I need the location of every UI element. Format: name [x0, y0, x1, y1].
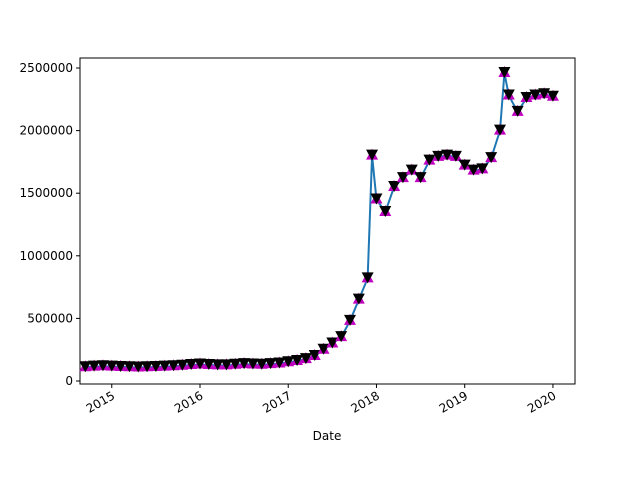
down-marker — [520, 92, 533, 104]
down-marker — [335, 331, 348, 343]
down-marker — [246, 358, 259, 370]
x-tick-label: 2020 — [525, 388, 558, 415]
down-marker — [299, 353, 312, 365]
down-marker — [326, 337, 339, 349]
down-marker — [502, 89, 515, 101]
y-tick-label: 500000 — [27, 311, 73, 325]
x-tick-label: 2015 — [84, 388, 117, 415]
down-marker — [317, 343, 330, 355]
y-tick-label: 0 — [65, 374, 73, 388]
down-marker — [414, 172, 427, 184]
down-marker — [388, 180, 401, 192]
down-marker — [498, 67, 511, 79]
down-marker — [264, 358, 277, 370]
y-tick-label: 1000000 — [20, 249, 73, 263]
down-marker — [405, 164, 418, 176]
down-marker — [167, 360, 180, 372]
down-marker — [458, 159, 471, 171]
down-marker — [273, 357, 286, 369]
down-marker — [211, 359, 224, 371]
y-tick-label: 1500000 — [20, 186, 73, 200]
down-marker — [185, 358, 198, 370]
down-marker — [202, 358, 215, 370]
down-marker — [366, 149, 379, 161]
down-marker — [282, 356, 295, 368]
down-marker — [396, 172, 409, 184]
x-tick-label: 2017 — [260, 388, 293, 415]
down-marker — [449, 150, 462, 162]
down-marker — [476, 163, 489, 175]
down-marker — [176, 359, 189, 371]
down-marker — [467, 164, 480, 176]
down-marker — [485, 152, 498, 164]
down-marker — [308, 349, 321, 361]
down-marker — [141, 361, 154, 373]
down-marker — [88, 360, 101, 372]
down-marker — [238, 358, 251, 370]
down-marker — [511, 105, 524, 117]
y-tick-label: 2000000 — [20, 124, 73, 138]
down-marker — [370, 193, 383, 205]
down-marker — [114, 360, 127, 372]
down-marker — [220, 359, 233, 371]
x-tick-label: 2019 — [437, 388, 470, 415]
x-tick-label: 2018 — [349, 388, 382, 415]
down-marker — [291, 354, 304, 366]
down-marker — [105, 360, 118, 372]
down-marker — [158, 360, 171, 372]
down-marker — [255, 358, 268, 370]
down-marker — [361, 272, 374, 284]
down-marker — [229, 358, 242, 370]
down-marker — [546, 90, 559, 102]
down-marker — [149, 360, 162, 372]
down-marker — [379, 205, 392, 217]
down-marker — [494, 124, 506, 136]
x-axis-label: Date — [313, 429, 342, 443]
x-tick-label: 2016 — [172, 388, 205, 415]
plot-frame — [79, 57, 576, 385]
down-marker — [96, 360, 109, 372]
down-marker — [123, 361, 136, 373]
down-marker — [441, 149, 454, 161]
down-marker — [529, 89, 542, 101]
line — [85, 72, 554, 369]
down-marker — [344, 314, 356, 326]
down-marker — [194, 358, 206, 370]
y-tick-label: 2500000 — [20, 61, 73, 75]
down-marker — [79, 361, 92, 373]
down-marker — [432, 150, 445, 162]
down-marker — [423, 154, 436, 166]
down-marker — [132, 361, 145, 373]
down-marker — [352, 293, 365, 305]
